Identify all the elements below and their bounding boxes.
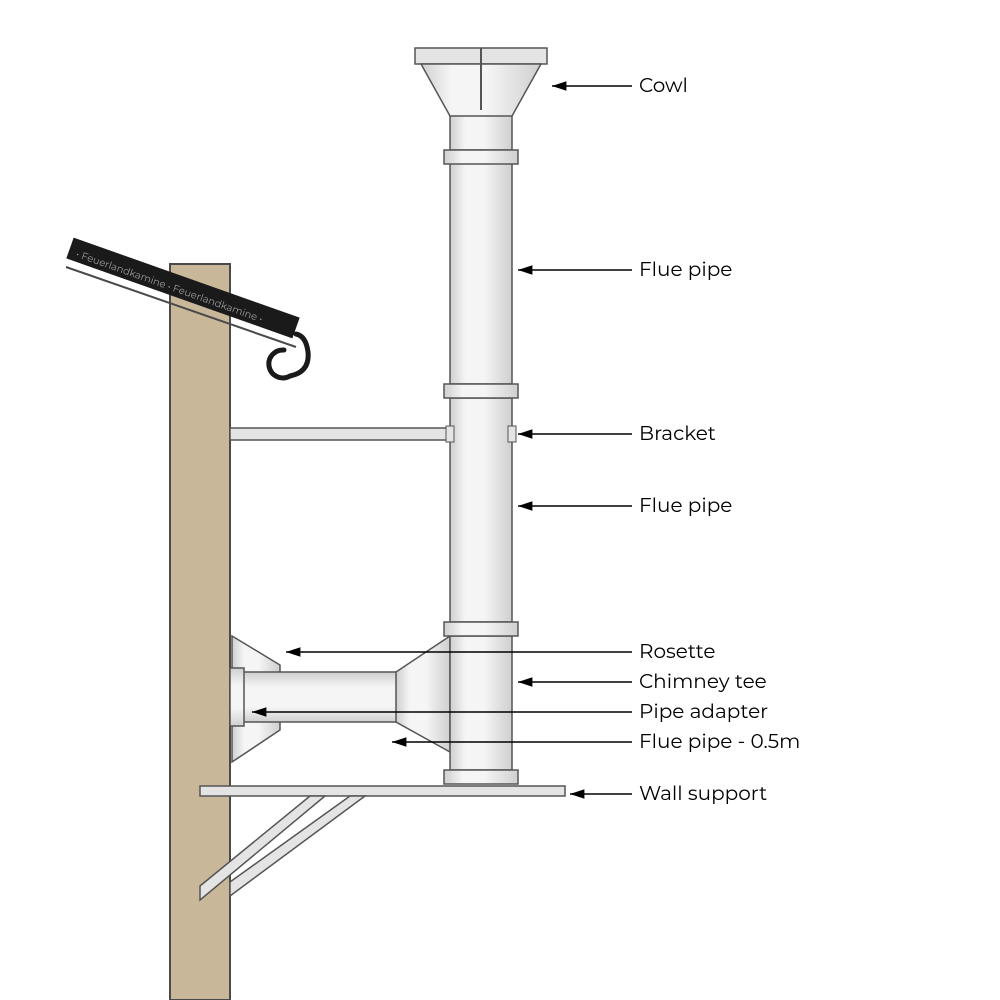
label-text: Pipe adapter: [639, 700, 768, 724]
label-text: Rosette: [639, 640, 716, 664]
wall-support-shelf: [200, 786, 565, 796]
label-text: Bracket: [639, 422, 716, 446]
bracket-clamp-left: [446, 426, 454, 442]
label-text: Flue pipe - 0.5m: [639, 730, 800, 754]
flue-pipe-section-3: [450, 636, 512, 770]
chimney-tee-cone: [396, 636, 450, 752]
label-text: Cowl: [639, 74, 688, 98]
flue-pipe-section-1: [450, 160, 512, 384]
pipe-collar-1: [444, 384, 518, 398]
label-text: Chimney tee: [639, 670, 767, 694]
pipe-base-collar: [444, 770, 518, 784]
label-text: Flue pipe: [639, 258, 732, 282]
label-text: Flue pipe: [639, 494, 732, 518]
flue-pipe-section-2: [450, 398, 512, 622]
bracket-clamp-right: [508, 426, 516, 442]
pipe-adapter: [230, 668, 244, 726]
pipe-collar-2: [444, 622, 518, 636]
pipe-collar-0: [444, 150, 518, 164]
label-text: Wall support: [639, 782, 767, 806]
